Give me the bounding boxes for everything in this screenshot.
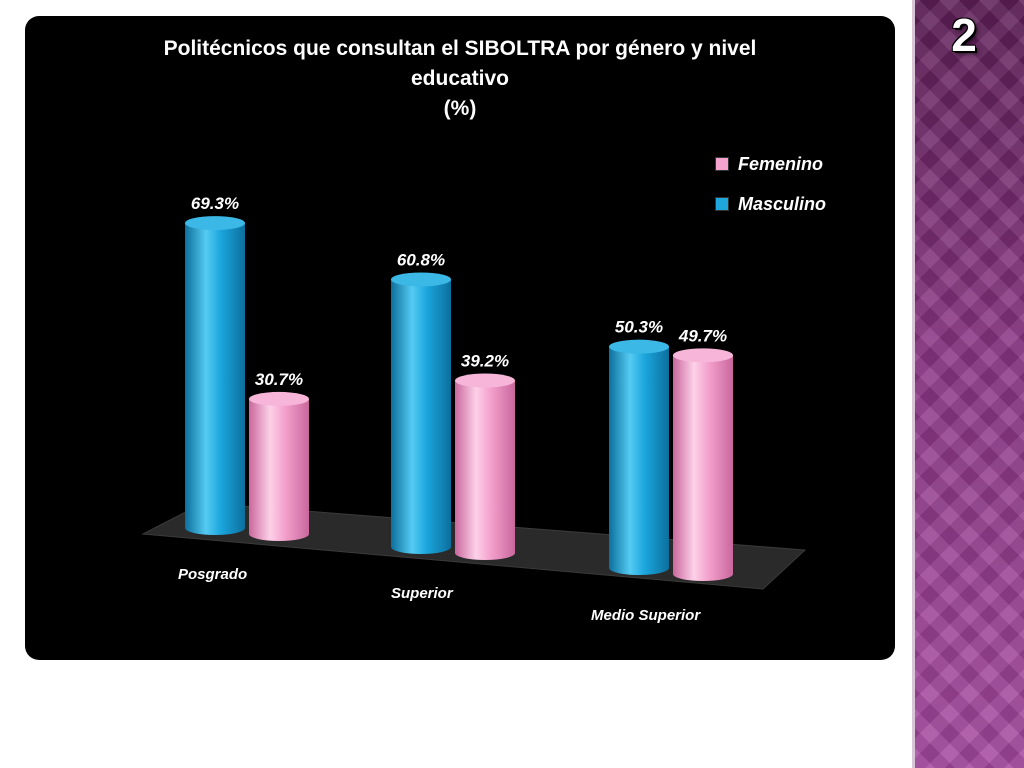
legend-label-masculino: Masculino (738, 193, 827, 214)
data-label-femenino-medio-superior: 49.7% (678, 326, 727, 345)
bar-top-masculino-medio-superior (609, 339, 669, 354)
data-label-masculino-posgrado: 69.3% (191, 194, 239, 213)
category-label-superior: Superior (391, 585, 454, 602)
bar-femenino-posgrado (249, 391, 309, 541)
chart-title: Politécnicos que consultan el SIBOLTRA p… (25, 34, 895, 124)
bar-body-femenino-medio-superior (673, 355, 733, 581)
bar-top-femenino-medio-superior (673, 348, 733, 363)
bar-top-femenino-posgrado (249, 391, 309, 406)
legend-swatch-masculino (715, 197, 729, 211)
category-label-posgrado: Posgrado (178, 566, 247, 583)
bar-body-masculino-superior (391, 279, 451, 554)
bar-body-femenino-superior (455, 380, 515, 560)
legend-item-femenino: Femenino (715, 144, 885, 184)
bar-masculino-posgrado (185, 216, 245, 535)
bar-body-masculino-medio-superior (609, 346, 669, 575)
data-label-femenino-posgrado: 30.7% (255, 370, 303, 389)
slide-number: 2 (951, 9, 977, 61)
legend-label-femenino: Femenino (738, 153, 824, 174)
legend-item-masculino: Masculino (715, 184, 885, 224)
bar-body-femenino-posgrado (249, 398, 309, 541)
decorative-side-strip (912, 0, 1024, 768)
chart-title-line-2: educativo (410, 67, 510, 90)
bar-top-masculino-superior (391, 272, 451, 287)
chart-title-line-1: Politécnicos que consultan el SIBOLTRA p… (163, 37, 757, 60)
chart-legend: Femenino Masculino (715, 144, 885, 224)
bar-masculino-superior (391, 272, 451, 554)
data-label-femenino-superior: 39.2% (461, 352, 509, 371)
bar-top-femenino-superior (455, 373, 515, 388)
legend-swatch-femenino (715, 157, 729, 171)
bar-masculino-medio-superior (609, 339, 669, 575)
bar-top-masculino-posgrado (185, 216, 245, 231)
bar-femenino-superior (455, 373, 515, 560)
category-label-medio-superior: Medio Superior (591, 607, 701, 624)
chart-panel: Politécnicos que consultan el SIBOLTRA p… (25, 16, 895, 660)
bar-body-masculino-posgrado (185, 223, 245, 535)
bar-femenino-medio-superior (673, 348, 733, 581)
chart-plot: 69.3% 30.7% Posgrado 60.8% 39.2% Superior 50.3… (141, 194, 807, 624)
data-label-masculino-medio-superior: 50.3% (615, 318, 663, 337)
chart-title-line-3: (%) (443, 97, 477, 120)
data-label-masculino-superior: 60.8% (397, 250, 445, 269)
